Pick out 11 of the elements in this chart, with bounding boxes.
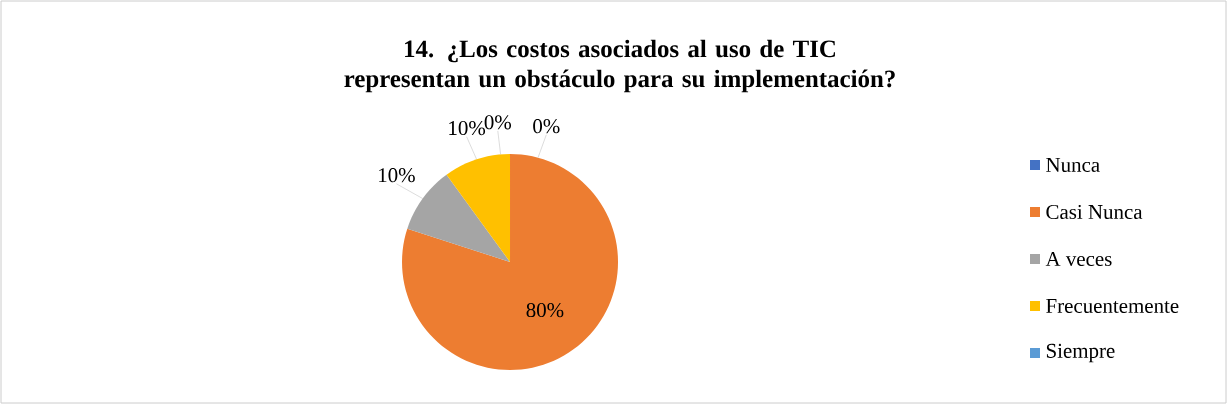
text: 0% bbox=[484, 115, 512, 130]
legend-label: Nunca bbox=[1046, 158, 1100, 172]
text: 0% bbox=[533, 119, 560, 134]
legend-label: A veces bbox=[1045, 251, 1112, 267]
legend-label: Siempre bbox=[1046, 343, 1115, 363]
legend-label: Casi Nunca bbox=[1046, 204, 1143, 220]
chart-title: 14. ¿Los costos asociados al uso de TIC representan un obstáculo para su implementación? bbox=[344, 39, 895, 93]
legend-label: Frecuentemente bbox=[1046, 299, 1179, 313]
data-label: 80% bbox=[526, 303, 564, 318]
data-label: 10% bbox=[449, 121, 486, 136]
data-label: 10% bbox=[379, 168, 415, 183]
